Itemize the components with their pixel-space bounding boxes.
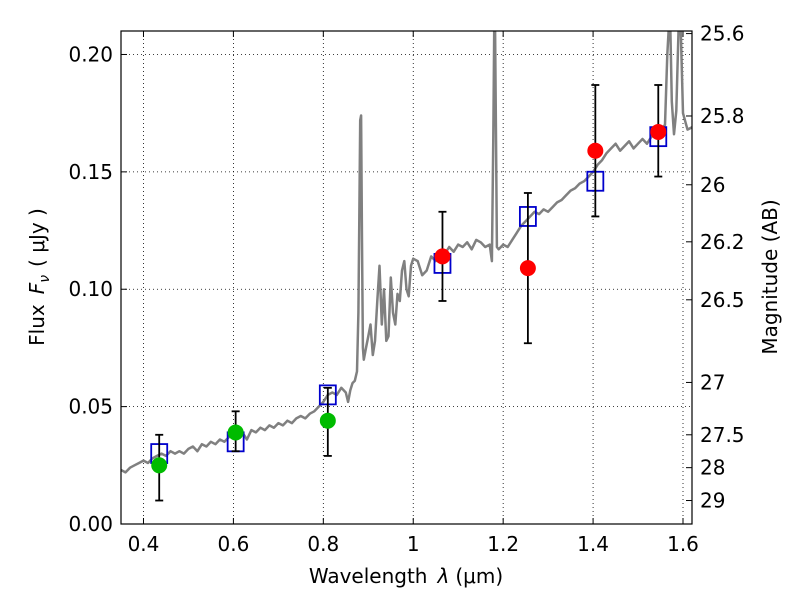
x-tick-label: 0.6: [217, 532, 249, 556]
ticks: 0.4 0.6 0.8 1 1.2 1.4 1.6 0.00 0.05 0.10 0.15 0.20 2…: [68, 22, 744, 556]
x-tick-label: 1.4: [577, 532, 609, 556]
x-axis-label: Wavelength λ (μm): [309, 564, 503, 588]
y-tick-label: 0.05: [68, 395, 113, 419]
observed-point: [319, 412, 336, 429]
x-tick-label: 1: [407, 532, 420, 556]
y-tick-label: 0.15: [68, 160, 113, 184]
spectrum-line: [121, 31, 692, 474]
mag-tick-label: 28: [700, 456, 725, 480]
observed-point: [650, 123, 667, 140]
observed-point: [587, 142, 604, 159]
markers: [150, 84, 668, 502]
mag-tick-label: 26.2: [700, 230, 745, 254]
mag-tick-label: 26: [700, 173, 725, 197]
mag-tick-label: 26.5: [700, 288, 745, 312]
mag-tick-label: 25.8: [700, 104, 745, 128]
observed-point: [227, 424, 244, 441]
observed-point: [519, 260, 536, 277]
observed-point: [151, 457, 168, 474]
y-tick-label: 0.00: [68, 512, 113, 536]
x-tick-label: 1.6: [667, 532, 699, 556]
mag-tick-label: 29: [700, 489, 725, 513]
mag-tick-label: 27: [700, 370, 725, 394]
x-tick-label: 1.2: [487, 532, 519, 556]
x-tick-label: 0.8: [307, 532, 339, 556]
axes-frame: [120, 30, 693, 525]
y-tick-label: 0.20: [68, 42, 113, 66]
plot-area: [121, 31, 692, 474]
y2-axis-label: Magnitude (AB): [758, 199, 782, 354]
y-tick-label: 0.10: [68, 277, 113, 301]
y-axis-label: FluxFν( μJy ): [25, 208, 53, 346]
mag-tick-label: 27.5: [700, 423, 745, 447]
x-tick-label: 0.4: [128, 532, 160, 556]
mag-tick-label: 25.6: [700, 22, 745, 46]
observed-point: [434, 248, 451, 265]
